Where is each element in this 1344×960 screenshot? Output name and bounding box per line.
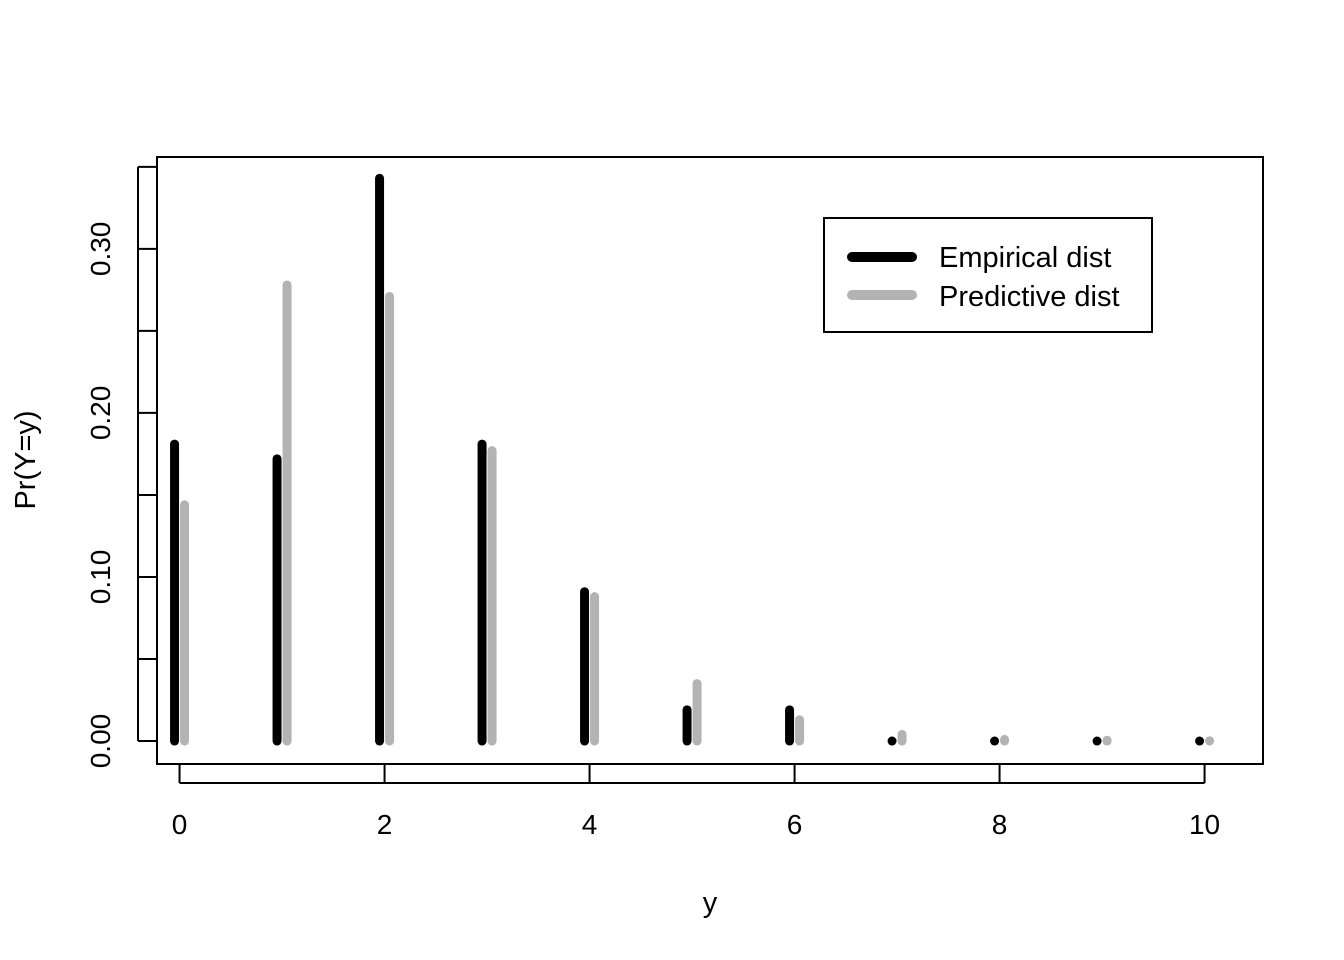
x-tick-label: 2 xyxy=(377,809,393,840)
x-tick-label: 4 xyxy=(582,809,598,840)
x-tick-label: 6 xyxy=(787,809,803,840)
plot-frame xyxy=(156,156,1264,765)
y-axis: 0.00 0.10 0.20 0.30 xyxy=(85,165,157,769)
x-tick-label: 0 xyxy=(172,809,188,840)
x-axis-title: y xyxy=(703,887,718,919)
x-tick-label: 8 xyxy=(992,809,1008,840)
legend-box xyxy=(823,217,1153,333)
y-tick-label: 0.30 xyxy=(85,222,116,277)
legend-label-empirical: Empirical dist xyxy=(939,242,1111,274)
bars xyxy=(170,173,1215,746)
y-tick-label: 0.20 xyxy=(85,386,116,441)
legend-label-predictive: Predictive dist xyxy=(939,281,1120,313)
x-tick-label: 10 xyxy=(1189,809,1220,840)
y-axis-title: Pr(Y=y) xyxy=(10,410,42,509)
y-tick-label: 0.10 xyxy=(85,550,116,605)
x-axis: 0 2 4 6 8 10 xyxy=(172,764,1220,840)
legend: Empirical dist Predictive dist xyxy=(823,217,1153,333)
y-tick-label: 0.00 xyxy=(85,714,116,769)
